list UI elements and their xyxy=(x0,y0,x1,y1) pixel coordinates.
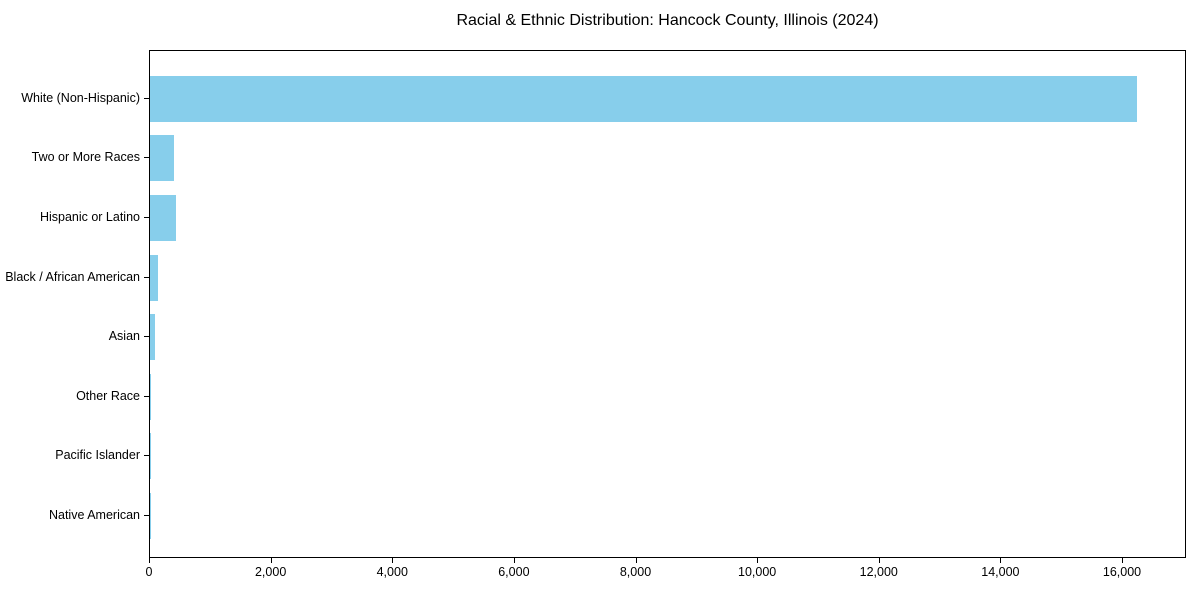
x-axis-label-4000: 4,000 xyxy=(376,565,408,579)
y-axis-label-two-or-more-races: Two or More Races xyxy=(31,150,140,165)
x-axis-label-2000: 2,000 xyxy=(254,565,287,579)
y-tick-native-american xyxy=(144,514,149,516)
y-axis-label-native-american: Native American xyxy=(48,507,140,522)
x-axis-label-10000: 10,000 xyxy=(738,565,777,579)
x-tick-8000 xyxy=(635,558,637,563)
x-tick-0 xyxy=(149,558,150,563)
x-tick-2000 xyxy=(270,558,272,563)
y-tick-asian xyxy=(144,336,149,338)
y-axis-label-white-non-hispanic: White (Non-Hispanic) xyxy=(21,90,140,105)
bar-black-african-american xyxy=(150,254,158,301)
y-tick-white-non-hispanic xyxy=(144,97,149,99)
y-axis-label-asian: Asian xyxy=(108,329,140,344)
x-axis-label-8000: 8,000 xyxy=(619,565,652,579)
bar-other-race xyxy=(150,373,152,420)
x-axis-label-12000: 12,000 xyxy=(859,565,898,579)
y-axis-label-hispanic-or-latino: Hispanic or Latino xyxy=(39,209,140,224)
x-tick-16000 xyxy=(1122,558,1124,563)
x-axis-label-6000: 6,000 xyxy=(498,565,530,579)
plot-area xyxy=(149,50,1186,558)
bar-asian xyxy=(150,314,155,361)
y-axis-label-black-african-american: Black / African American xyxy=(5,269,140,284)
y-tick-hispanic-or-latino xyxy=(144,216,149,218)
x-axis-label-14000: 14,000 xyxy=(981,565,1020,579)
bar-white-non-hispanic xyxy=(150,75,1137,122)
x-tick-10000 xyxy=(757,558,759,563)
x-tick-12000 xyxy=(878,558,880,563)
y-tick-two-or-more-races xyxy=(144,157,149,159)
x-tick-4000 xyxy=(392,558,394,563)
y-axis-label-other-race: Other Race xyxy=(76,388,140,403)
x-tick-6000 xyxy=(513,558,515,563)
x-axis-label-0: 0 xyxy=(145,565,153,579)
bar-two-or-more-races xyxy=(150,135,175,182)
y-axis-label-pacific-islander: Pacific Islander xyxy=(55,448,140,463)
y-tick-other-race xyxy=(144,395,149,397)
x-axis-label-16000: 16,000 xyxy=(1102,565,1142,579)
chart-title: Racial & Ethnic Distribution: Hancock Co… xyxy=(456,12,879,29)
x-tick-14000 xyxy=(1000,558,1002,563)
bar-hispanic-or-latino xyxy=(150,194,176,241)
y-tick-pacific-islander xyxy=(144,455,149,457)
y-tick-black-african-american xyxy=(144,276,149,278)
